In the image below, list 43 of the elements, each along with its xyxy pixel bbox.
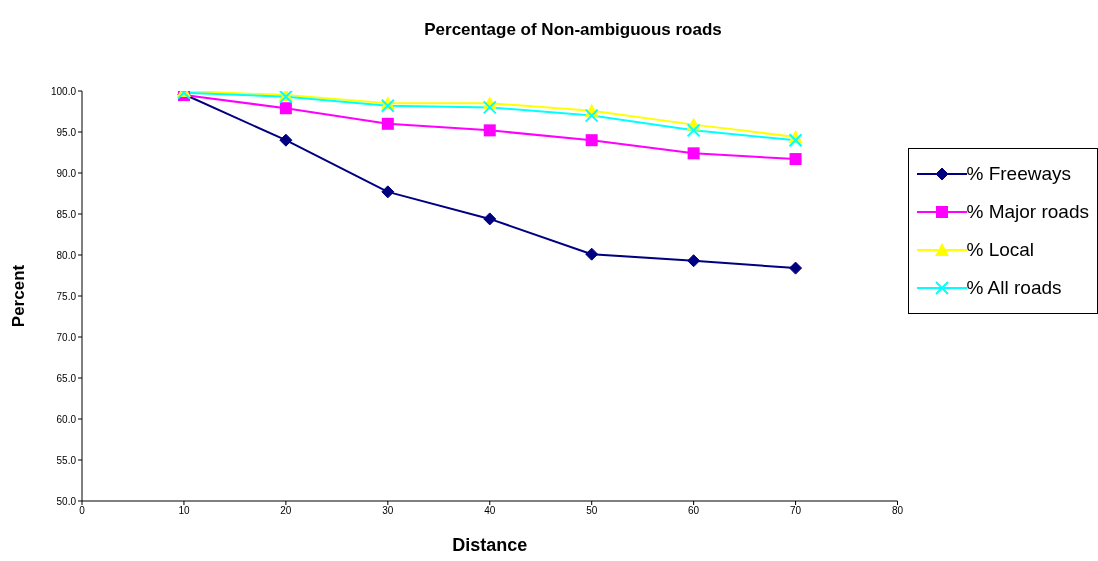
chart-title: Percentage of Non-ambiguous roads [423, 20, 723, 40]
y-tick-label: 50.0 [56, 495, 77, 507]
y-tick-label: 60.0 [56, 413, 77, 425]
y-tick-label: 100.0 [50, 85, 77, 97]
y-tick-label: 70.0 [56, 331, 77, 343]
y-tick-label: 90.0 [56, 167, 77, 179]
point [788, 133, 803, 148]
point [483, 212, 497, 226]
legend-label: % All roads [966, 277, 1062, 299]
point [584, 108, 599, 123]
y-tick-label: 80.0 [56, 249, 77, 261]
x-tick-label: 10 [178, 505, 190, 517]
legend-label: % Local [966, 239, 1035, 261]
point [381, 185, 395, 199]
point [279, 133, 293, 147]
y-tick-label: 55.0 [56, 454, 77, 466]
point [585, 134, 598, 147]
point [483, 124, 496, 137]
point [279, 102, 292, 115]
x-tick-label: 70 [790, 505, 802, 517]
y-tick-label: 65.0 [56, 372, 77, 384]
legend-label: % Major roads [966, 201, 1089, 223]
point [686, 123, 701, 138]
x-tick-label: 80 [891, 505, 904, 517]
x-axis-title: Distance [452, 535, 528, 555]
y-tick-label: 95.0 [56, 126, 77, 138]
point [482, 100, 497, 115]
legend-label: % Freeways [966, 163, 1072, 185]
x-tick-label: 30 [382, 505, 394, 517]
x-tick-label: 60 [688, 505, 700, 517]
x-tick-label: 20 [280, 505, 292, 517]
y-tick-label: 85.0 [56, 208, 77, 220]
point [789, 261, 803, 275]
y-axis-title: Percent [9, 264, 29, 328]
x-tick-label: 0 [79, 505, 86, 517]
point [381, 117, 394, 130]
point [585, 247, 599, 261]
x-tick-label: 40 [484, 505, 496, 517]
point [687, 254, 701, 268]
x-tick-label: 50 [586, 505, 598, 517]
point [789, 153, 802, 166]
point [687, 147, 700, 160]
y-tick-label: 75.0 [56, 290, 77, 302]
